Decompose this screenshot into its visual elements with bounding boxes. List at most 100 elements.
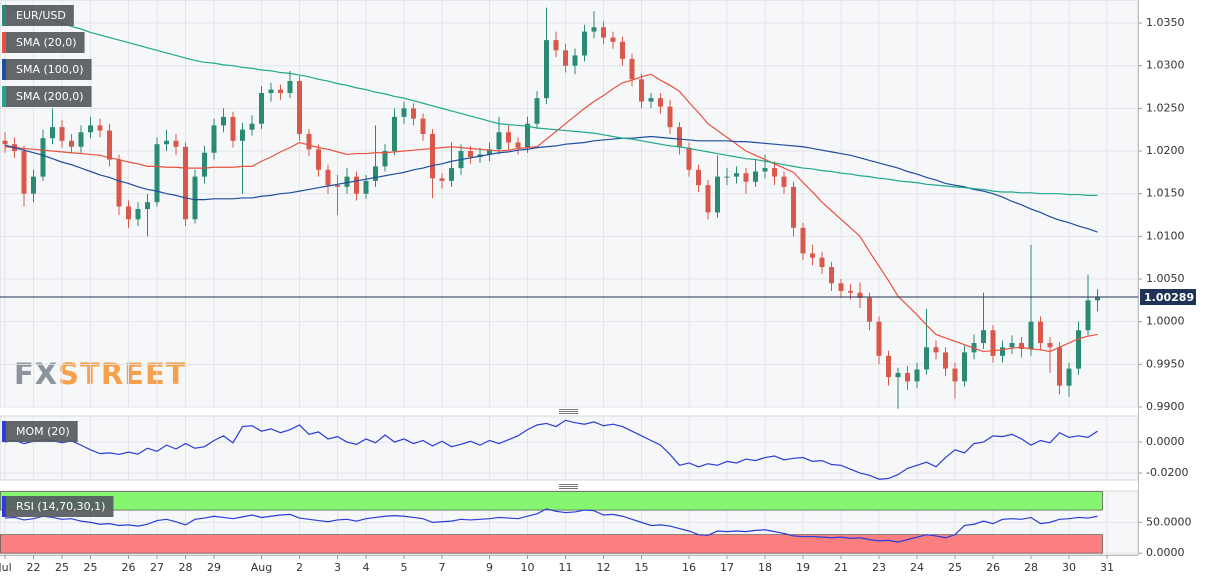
last-price-box — [1140, 289, 1196, 306]
y-tick-label: 1.0100 — [1146, 229, 1185, 242]
candle-body — [306, 133, 312, 150]
candle-body — [259, 93, 264, 124]
y-tick-label: 1.0250 — [1146, 101, 1185, 114]
x-tick-label: 16 — [682, 561, 696, 574]
candle-body — [572, 55, 578, 66]
panel-handle[interactable] — [559, 484, 578, 489]
x-tick-label: Aug — [251, 561, 272, 574]
candle-body — [145, 202, 150, 210]
candle-body — [107, 130, 112, 160]
panel-handle[interactable] — [559, 409, 578, 414]
candle-body — [97, 125, 103, 131]
candle-body — [905, 372, 910, 382]
legend-label: SMA (100,0) — [16, 63, 84, 76]
candle-body — [249, 123, 255, 130]
candle-body — [164, 140, 169, 145]
legend-label: RSI (14,70,30,1) — [16, 500, 105, 513]
candle-body — [648, 98, 654, 102]
candle-body — [810, 253, 815, 258]
legend-box — [2, 59, 92, 80]
y-tick-label: 0.0000 — [1146, 435, 1185, 448]
legend-box — [2, 86, 92, 107]
candle-body — [857, 292, 863, 298]
candle-body — [202, 152, 207, 177]
candle-body — [50, 127, 55, 139]
candle-body — [848, 290, 853, 293]
candle-body — [2, 140, 8, 145]
candle-body — [430, 133, 435, 179]
candle-body — [325, 169, 331, 186]
candle-body — [1019, 343, 1024, 349]
candle-body — [620, 41, 625, 59]
candle-body — [553, 40, 559, 51]
candle-body — [420, 118, 426, 134]
candle-body — [914, 369, 920, 382]
candle-body — [800, 227, 806, 254]
x-tick-label: 28 — [179, 561, 193, 574]
legend-box — [2, 5, 74, 26]
candle-body — [610, 37, 616, 42]
candle-body — [753, 171, 758, 182]
candle-body — [981, 330, 986, 344]
candle-body — [401, 108, 407, 117]
candle-body — [373, 166, 378, 181]
x-tick-label: 9 — [486, 561, 493, 574]
legend-swatch — [2, 86, 6, 107]
candle-body — [392, 116, 397, 152]
x-tick-label: 10 — [521, 561, 535, 574]
legend-label: SMA (200,0) — [16, 90, 84, 103]
candle-body — [1047, 343, 1053, 348]
candle-body — [876, 321, 882, 356]
candle-body — [544, 40, 549, 99]
band — [0, 534, 1103, 554]
candle-body — [1028, 321, 1034, 349]
candle-body — [1076, 330, 1081, 369]
candle-body — [715, 176, 720, 213]
line — [4, 419, 1098, 480]
candle-body — [411, 108, 416, 119]
x-tick-label: 30 — [1062, 561, 1076, 574]
y-tick-label: -0.0200 — [1146, 466, 1188, 479]
candle-body — [601, 27, 606, 38]
legend-label: EUR/USD — [16, 9, 66, 22]
candle-body — [952, 368, 958, 382]
candle-body — [962, 352, 967, 382]
candle-body — [1009, 343, 1015, 348]
y-tick-label: 0.9950 — [1146, 357, 1185, 370]
x-tick-label: 24 — [910, 561, 924, 574]
x-tick-label: 25 — [948, 561, 962, 574]
candle-body — [297, 81, 302, 134]
y-tick-label: 1.0000 — [1146, 315, 1185, 328]
x-tick-label: 25 — [84, 561, 98, 574]
x-tick-label: 19 — [796, 561, 810, 574]
candle-body — [449, 168, 454, 181]
x-tick-label: 15 — [635, 561, 649, 574]
candle-body — [734, 173, 739, 177]
legend-swatch — [2, 496, 6, 517]
candle-body — [762, 168, 768, 172]
candle-body — [496, 132, 502, 150]
candle-body — [677, 127, 682, 148]
y-tick-label: 1.0300 — [1146, 59, 1185, 72]
x-tick-label: 2 — [296, 561, 303, 574]
y-tick-label: 0.0000 — [1146, 546, 1185, 559]
candle-body — [1095, 296, 1100, 301]
watermark: FXSTREET — [14, 357, 187, 391]
legend-swatch — [2, 59, 6, 80]
candle-body — [591, 27, 597, 32]
y-tick-label: 1.0150 — [1146, 187, 1185, 200]
candle-body — [525, 123, 530, 148]
x-tick-label: 11 — [559, 561, 573, 574]
candle-body — [791, 186, 796, 228]
x-tick-label: 3 — [334, 561, 341, 574]
candle-body — [943, 352, 948, 369]
candle-body — [724, 176, 730, 178]
candle-body — [126, 206, 131, 220]
legend-swatch — [2, 32, 6, 53]
legend-label: MOM (20) — [16, 425, 70, 438]
candle-body — [563, 50, 568, 66]
y-tick-label: 1.0350 — [1146, 16, 1185, 29]
candle-body — [582, 31, 587, 56]
candle-body — [639, 79, 644, 102]
candle-body — [363, 180, 369, 194]
